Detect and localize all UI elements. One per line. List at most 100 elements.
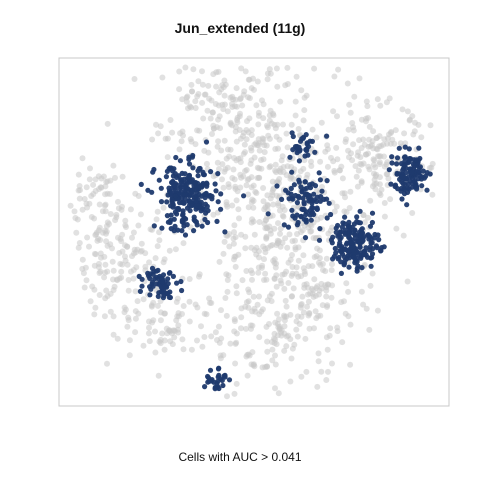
cell-point-inactive xyxy=(270,112,277,119)
cell-point-active xyxy=(149,189,155,195)
cell-point-active xyxy=(170,204,176,210)
cell-point-active xyxy=(336,254,342,260)
cell-point-active xyxy=(179,217,185,223)
cell-point-active xyxy=(316,237,323,243)
cell-point-inactive xyxy=(164,330,171,337)
cell-point-active xyxy=(317,177,323,183)
cell-point-active xyxy=(296,144,302,150)
cell-point-inactive xyxy=(397,140,404,147)
cell-point-active xyxy=(197,183,203,190)
cell-point-inactive xyxy=(179,96,186,103)
cell-point-inactive xyxy=(288,272,295,279)
cell-point-active xyxy=(376,237,382,243)
cell-point-inactive xyxy=(84,204,91,211)
cell-point-inactive xyxy=(227,340,234,347)
cell-point-inactive xyxy=(107,308,114,315)
cell-point-inactive xyxy=(248,219,255,226)
cell-point-active xyxy=(137,288,143,294)
cell-point-inactive xyxy=(325,368,331,375)
cell-point-inactive xyxy=(294,231,300,237)
chart-title: Jun_extended (11g) xyxy=(174,20,306,36)
cell-point-active xyxy=(346,234,352,240)
cell-point-inactive xyxy=(156,237,163,244)
cell-point-active xyxy=(187,193,193,199)
cell-point-active xyxy=(302,235,309,241)
cell-point-active xyxy=(166,294,172,300)
cell-point-inactive xyxy=(339,339,346,346)
cell-point-inactive xyxy=(121,309,128,316)
cell-point-inactive xyxy=(358,145,365,151)
cell-point-active xyxy=(285,224,292,230)
cell-point-inactive xyxy=(364,103,371,110)
cell-point-inactive xyxy=(347,321,354,328)
cell-point-inactive xyxy=(262,364,269,370)
cell-point-active xyxy=(294,212,300,218)
cell-point-inactive xyxy=(248,361,255,368)
cell-point-inactive xyxy=(230,166,237,173)
cell-point-inactive xyxy=(146,324,152,331)
cell-point-active xyxy=(358,231,364,237)
cell-point-active xyxy=(172,223,178,229)
cell-point-inactive xyxy=(102,261,109,268)
cell-point-inactive xyxy=(241,88,248,95)
cell-point-inactive xyxy=(389,136,396,143)
cell-point-active xyxy=(300,195,306,201)
cell-point-inactive xyxy=(305,263,312,270)
cell-point-active xyxy=(424,187,430,193)
cell-point-inactive xyxy=(371,157,378,164)
cell-point-inactive xyxy=(125,287,132,294)
cell-point-active xyxy=(190,165,196,171)
cell-point-inactive xyxy=(298,313,305,320)
cell-point-active xyxy=(331,253,337,259)
cell-point-inactive xyxy=(232,360,239,367)
cell-point-inactive xyxy=(259,97,265,104)
cell-point-inactive xyxy=(314,283,321,290)
cell-point-active xyxy=(368,240,374,246)
cell-point-inactive xyxy=(157,317,164,324)
cell-point-inactive xyxy=(271,330,278,337)
cell-point-active xyxy=(378,248,384,254)
cell-point-inactive xyxy=(267,107,274,114)
cell-point-inactive xyxy=(244,118,250,125)
cell-point-active xyxy=(150,169,156,175)
cell-point-inactive xyxy=(204,107,211,114)
cell-point-active xyxy=(173,187,179,194)
cell-point-inactive xyxy=(268,298,275,305)
cell-point-inactive xyxy=(245,191,252,198)
cell-point-active xyxy=(388,181,394,187)
cell-point-inactive xyxy=(177,130,184,137)
cell-point-inactive xyxy=(363,305,370,312)
cell-point-inactive xyxy=(393,225,400,232)
cell-point-inactive xyxy=(328,294,335,301)
cell-point-inactive xyxy=(239,102,246,109)
cell-point-inactive xyxy=(218,335,225,342)
cell-point-inactive xyxy=(275,239,281,246)
cell-point-active xyxy=(221,373,227,379)
cell-point-inactive xyxy=(116,250,123,256)
cell-point-active xyxy=(324,133,330,139)
cell-point-inactive xyxy=(122,217,129,224)
cell-point-inactive xyxy=(311,276,318,283)
cell-point-inactive xyxy=(374,307,381,314)
cell-point-active xyxy=(150,271,156,277)
cell-point-inactive xyxy=(235,206,242,213)
cell-point-active xyxy=(427,171,433,177)
cell-point-inactive xyxy=(208,97,215,104)
cell-point-inactive xyxy=(199,99,206,106)
cell-point-active xyxy=(145,270,151,276)
cell-point-active xyxy=(394,161,400,167)
cell-point-inactive xyxy=(264,348,271,355)
cell-point-inactive xyxy=(238,135,244,142)
cell-point-inactive xyxy=(249,276,255,283)
cell-point-inactive xyxy=(129,234,135,241)
cell-point-inactive xyxy=(166,247,173,254)
cell-point-inactive xyxy=(86,243,92,250)
cell-point-active xyxy=(215,366,222,372)
cell-point-inactive xyxy=(238,305,245,312)
cell-point-inactive xyxy=(418,134,425,141)
cell-point-inactive xyxy=(215,323,222,330)
cell-point-active xyxy=(354,214,360,220)
cell-point-inactive xyxy=(201,334,208,340)
cell-point-inactive xyxy=(209,109,216,116)
cell-point-inactive xyxy=(224,203,231,210)
